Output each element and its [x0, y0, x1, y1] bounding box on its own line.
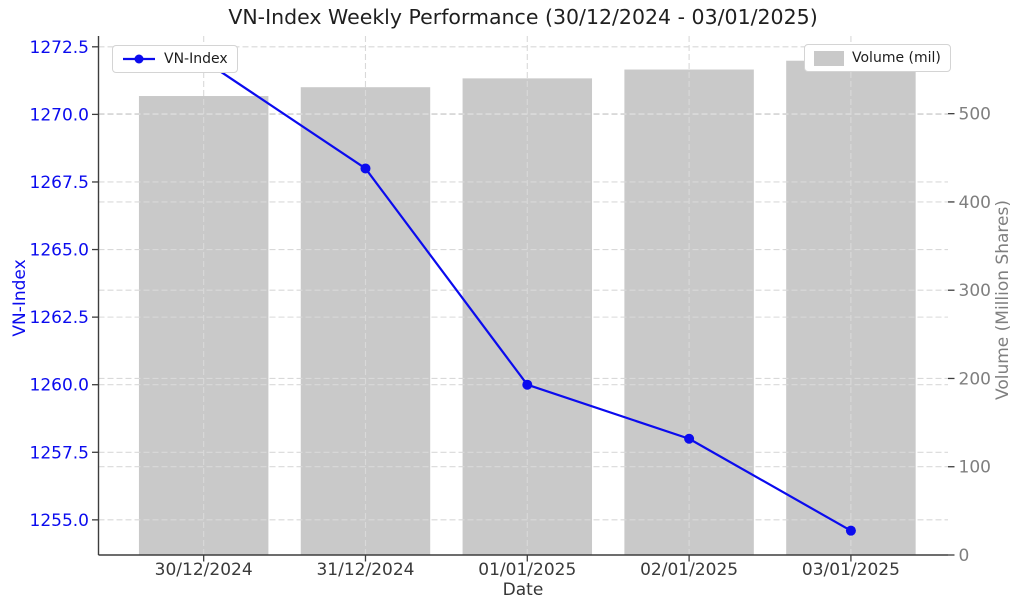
y-left-tick-label: 1257.5 — [30, 443, 89, 463]
y-left-tick-label: 1260.0 — [30, 376, 89, 396]
legend-volume: Volume (mil) — [804, 44, 951, 72]
y-right-tick-label: 200 — [959, 369, 991, 389]
y-left-tick-label: 1262.5 — [30, 308, 89, 328]
y-right-tick-label: 300 — [959, 281, 991, 301]
legend-vnindex: VN-Index — [112, 45, 238, 73]
volume-bar — [624, 69, 754, 555]
y-right-tick-label: 500 — [959, 105, 991, 125]
x-tick-label: 02/01/2025 — [640, 560, 738, 580]
vnindex-data-point — [360, 163, 371, 174]
x-tick-label: 30/12/2024 — [155, 560, 253, 580]
vnindex-data-point — [845, 525, 856, 536]
legend-volume-label: Volume (mil) — [852, 50, 941, 66]
y-left-tick-label: 1255.0 — [30, 511, 89, 531]
legend-vnindex-label: VN-Index — [164, 51, 228, 67]
y-left-tick-label: 1267.5 — [30, 173, 89, 193]
x-axis-label: Date — [502, 580, 544, 600]
y-left-tick-label: 1265.0 — [30, 241, 89, 261]
chart-title: VN-Index Weekly Performance (30/12/2024 … — [228, 5, 818, 29]
legend-line-sample-icon — [123, 54, 155, 64]
x-tick-label: 01/01/2025 — [478, 560, 576, 580]
x-tick-label: 03/01/2025 — [802, 560, 900, 580]
legend-bar-sample-icon — [814, 50, 844, 66]
y-right-tick-label: 0 — [959, 546, 970, 566]
y-right-tick-label: 400 — [959, 193, 991, 213]
y-left-tick-label: 1272.5 — [30, 38, 89, 58]
vnindex-data-point — [684, 433, 695, 444]
y-left-tick-label: 1270.0 — [30, 105, 89, 125]
vnindex-data-point — [522, 379, 533, 390]
x-tick-label: 31/12/2024 — [316, 560, 414, 580]
y-right-tick-label: 100 — [959, 458, 991, 478]
